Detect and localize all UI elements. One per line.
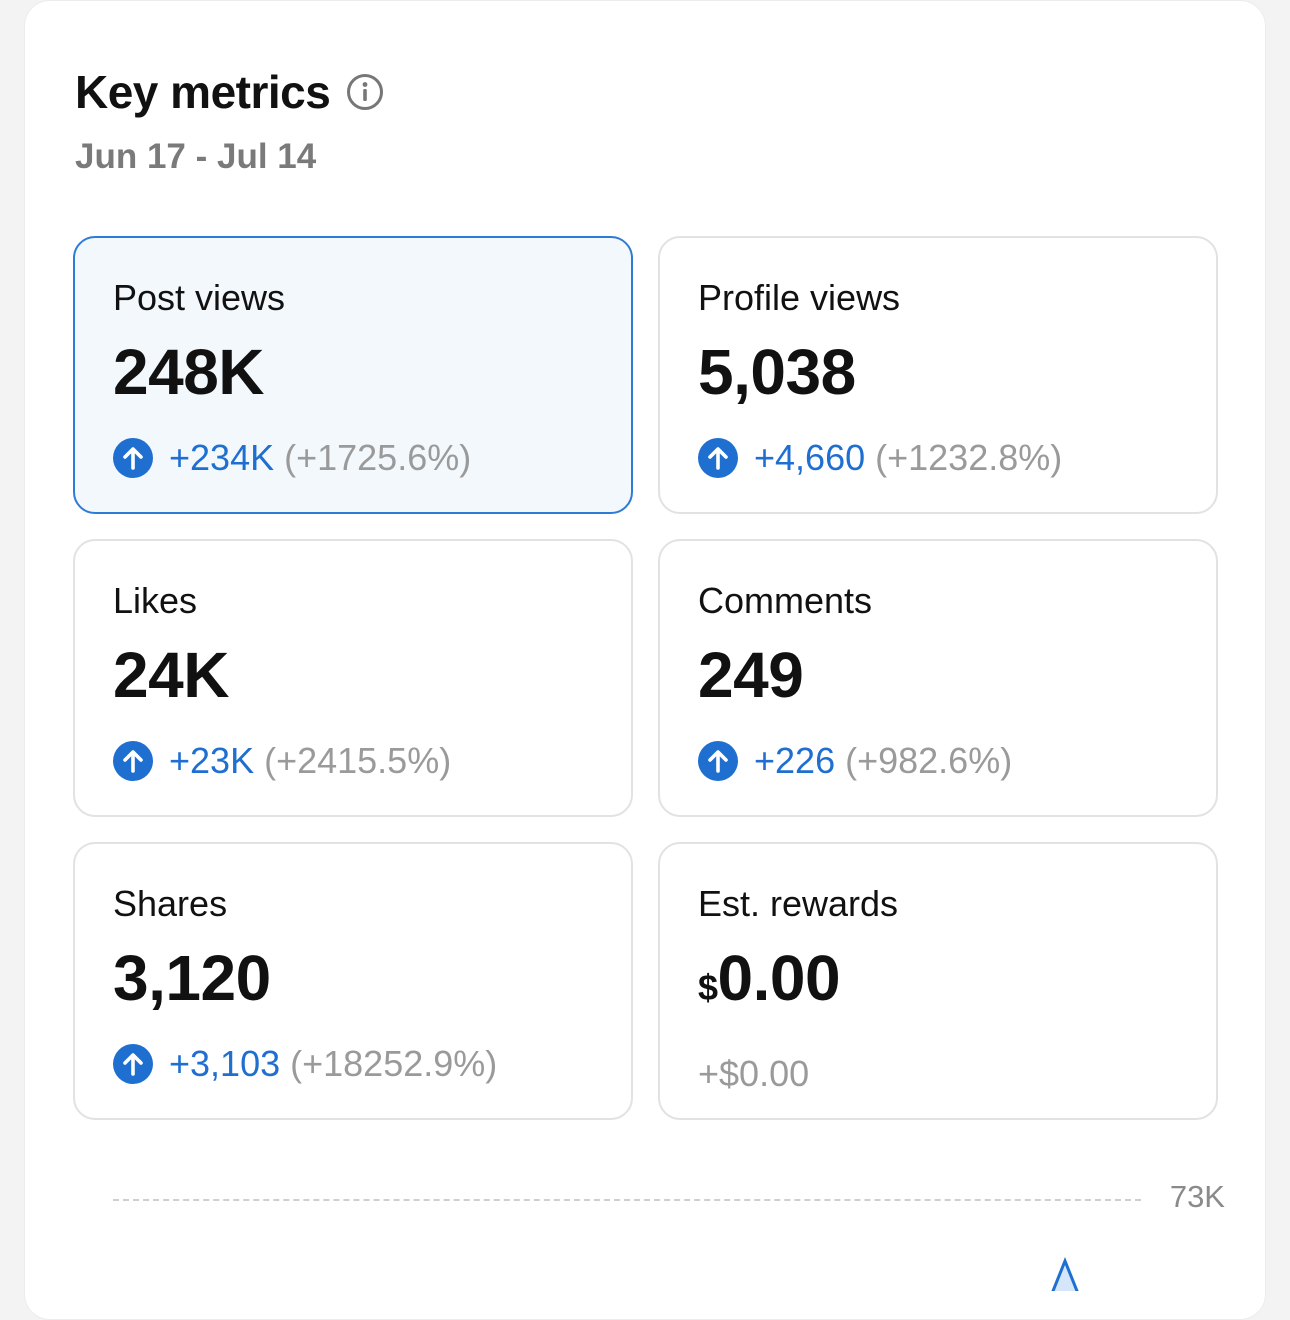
metric-value: 5,038: [698, 336, 856, 408]
chart-max-label: 73K: [1169, 1179, 1225, 1214]
metric-value: 24K: [113, 639, 229, 711]
metric-change: +3,103 (+18252.9%): [113, 1040, 593, 1088]
metric-change: +$0.00: [698, 1050, 1178, 1098]
arrow-up-circle-icon: [113, 1044, 153, 1084]
metric-change: +23K (+2415.5%): [113, 737, 593, 785]
metric-card-est-rewards[interactable]: Est. rewards $0.00 +$0.00: [658, 842, 1218, 1120]
metric-label: Est. rewards: [698, 883, 899, 924]
metric-change: +234K (+1725.6%): [113, 434, 593, 482]
metric-label: Comments: [698, 580, 873, 621]
metric-percent: (+1232.8%): [875, 437, 1063, 478]
metric-card-comments[interactable]: Comments 249 +226 (+982.6%): [658, 539, 1218, 817]
info-icon[interactable]: [346, 73, 384, 111]
metric-percent: (+18252.9%): [290, 1043, 498, 1084]
metric-value: 3,120: [113, 942, 271, 1014]
metric-label: Profile views: [698, 277, 901, 318]
metric-delta: +3,103: [169, 1043, 281, 1084]
metric-change: +226 (+982.6%): [698, 737, 1178, 785]
arrow-up-circle-icon: [698, 741, 738, 781]
page-title: Key metrics: [75, 66, 331, 118]
arrow-up-circle-icon: [698, 438, 738, 478]
metric-value-number: 0.00: [717, 942, 841, 1014]
metric-card-likes[interactable]: Likes 24K +23K (+2415.5%): [73, 539, 633, 817]
metric-value: $0.00: [698, 940, 1178, 1026]
metric-card-profile-views[interactable]: Profile views 5,038 +4,660 (+1232.8%): [658, 236, 1218, 514]
metric-delta: +$0.00: [698, 1053, 810, 1094]
metric-label: Post views: [113, 277, 286, 318]
metric-percent: (+2415.5%): [264, 740, 452, 781]
metric-percent: (+982.6%): [845, 740, 1013, 781]
metric-card-post-views[interactable]: Post views 248K +234K (+1725.6%): [73, 236, 633, 514]
trend-chart: 73K: [113, 1171, 1243, 1291]
metrics-grid: Post views 248K +234K (+1725.6%) Profile…: [73, 236, 1218, 1120]
header: Key metrics Jun 17 - Jul 14: [75, 65, 384, 177]
metric-value: 248K: [113, 336, 265, 408]
metric-delta: +226: [754, 740, 836, 781]
metric-label: Shares: [113, 883, 228, 924]
metric-value: 249: [698, 639, 804, 711]
metric-delta: +23K: [169, 740, 255, 781]
metric-label: Likes: [113, 580, 198, 621]
arrow-up-circle-icon: [113, 741, 153, 781]
metric-card-shares[interactable]: Shares 3,120 +3,103 (+18252.9%): [73, 842, 633, 1120]
arrow-up-circle-icon: [113, 438, 153, 478]
title-row: Key metrics: [75, 65, 384, 119]
metric-percent: (+1725.6%): [284, 437, 472, 478]
metric-delta: +234K: [169, 437, 275, 478]
metric-change: +4,660 (+1232.8%): [698, 434, 1178, 482]
currency-symbol: $: [698, 967, 718, 1008]
key-metrics-panel: Key metrics Jun 17 - Jul 14 Post views 2…: [24, 0, 1266, 1320]
chart-gridline: [113, 1199, 1141, 1201]
date-range: Jun 17 - Jul 14: [75, 137, 317, 176]
metric-delta: +4,660: [754, 437, 866, 478]
chart-line-peak: [1051, 1256, 1079, 1291]
